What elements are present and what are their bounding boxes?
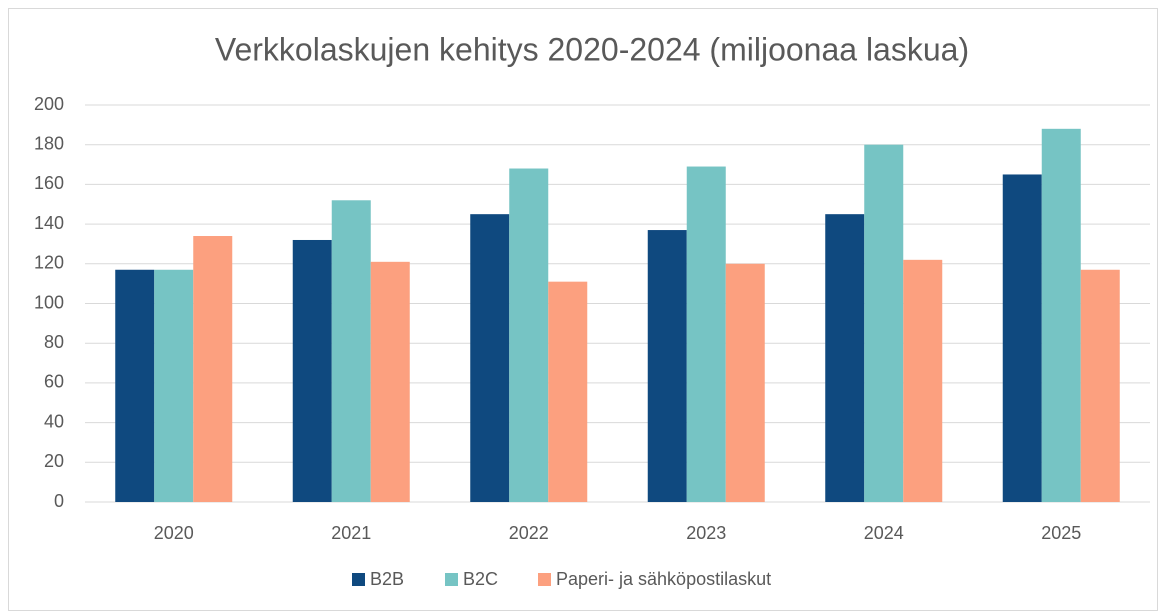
bar: [1041, 128, 1081, 502]
bar: [370, 261, 410, 502]
bar: [115, 269, 155, 502]
legend-label: B2B: [370, 569, 404, 589]
y-tick-label: 20: [44, 451, 64, 471]
x-tick-label: 2021: [331, 523, 371, 543]
bar: [331, 200, 371, 502]
y-tick-label: 200: [34, 94, 64, 114]
bar: [292, 239, 332, 503]
bar: [1080, 269, 1120, 502]
y-tick-label: 80: [44, 332, 64, 352]
y-tick-label: 40: [44, 411, 64, 431]
y-tick-label: 160: [34, 173, 64, 193]
legend-label: B2C: [463, 569, 498, 589]
legend-swatch: [352, 573, 365, 586]
y-tick-label: 140: [34, 213, 64, 233]
x-tick-label: 2022: [509, 523, 549, 543]
y-tick-label: 60: [44, 372, 64, 392]
x-tick-label: 2024: [864, 523, 904, 543]
x-tick-label: 2025: [1041, 523, 1081, 543]
chart-title: Verkkolaskujen kehitys 2020-2024 (miljoo…: [215, 31, 969, 67]
bar: [903, 259, 943, 502]
bar: [509, 168, 549, 502]
bar: [825, 214, 865, 503]
y-tick-label: 0: [54, 491, 64, 511]
x-tick-label: 2023: [686, 523, 726, 543]
bar: [470, 214, 510, 503]
bar: [647, 230, 687, 502]
legend-swatch: [538, 573, 551, 586]
y-tick-label: 100: [34, 292, 64, 312]
y-tick-label: 180: [34, 133, 64, 153]
legend-swatch: [445, 573, 458, 586]
bar: [193, 236, 233, 502]
y-tick-label: 120: [34, 253, 64, 273]
x-tick-label: 2020: [154, 523, 194, 543]
bar: [864, 144, 904, 502]
bar: [548, 281, 588, 502]
bar: [725, 263, 765, 502]
bar: [1002, 174, 1042, 502]
bar: [686, 166, 726, 502]
legend-label: Paperi- ja sähköpostilaskut: [556, 569, 771, 589]
bar: [154, 269, 194, 502]
